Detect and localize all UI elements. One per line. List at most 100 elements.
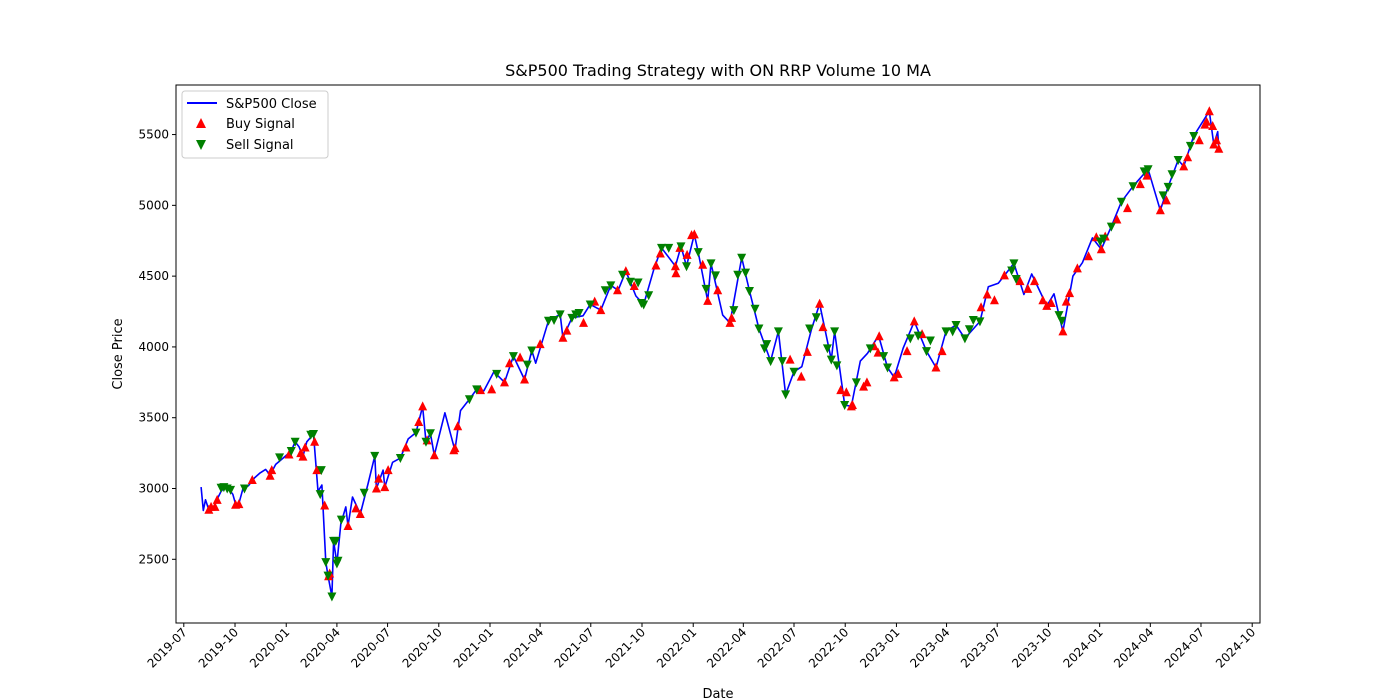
sell-signal-marker	[777, 357, 787, 367]
buy-signal-marker	[1038, 295, 1048, 305]
buy-signal-marker	[613, 285, 623, 295]
buy-signal-marker	[655, 248, 665, 258]
buy-signal-marker	[383, 465, 393, 475]
buy-signal-marker	[841, 387, 851, 397]
buy-signal-marker	[1194, 135, 1204, 145]
buy-signal-marker	[937, 346, 947, 356]
buy-signal-marker	[689, 229, 699, 239]
sell-signal-marker	[567, 313, 577, 323]
sell-signal-marker	[975, 317, 985, 327]
sell-signal-marker	[1116, 197, 1126, 207]
buy-signal-marker	[651, 260, 661, 270]
y-tick-label: 4000	[138, 340, 169, 354]
buy-signal-marker	[727, 312, 737, 322]
buy-signal-marker	[284, 449, 294, 459]
buy-signal-marker	[874, 331, 884, 341]
sell-signal-marker	[883, 363, 893, 373]
sell-signal-marker	[706, 259, 716, 269]
x-tick-label: 2023-07	[958, 625, 1003, 670]
sell-signal-marker	[733, 270, 743, 280]
sell-signal-marker	[286, 446, 296, 456]
buy-signal-marker	[1023, 283, 1033, 293]
sell-signal-marker	[701, 284, 711, 294]
legend-buy-swatch	[196, 118, 206, 128]
sell-signal-marker	[781, 390, 791, 400]
legend-box	[181, 90, 329, 159]
buy-signal-marker	[265, 470, 275, 480]
buy-signal-marker	[343, 521, 353, 531]
sell-signal-marker	[941, 327, 951, 337]
sell-signal-marker	[744, 286, 754, 296]
x-tick-label: 2021-07	[552, 625, 597, 670]
buy-signal-marker	[596, 305, 606, 315]
sell-signal-marker	[925, 336, 935, 346]
buy-signal-marker	[374, 473, 384, 483]
sell-signal-marker	[1173, 156, 1183, 166]
buy-signal-marker	[1214, 143, 1224, 153]
sell-signal-marker	[425, 429, 435, 439]
buy-signal-marker	[725, 317, 735, 327]
buy-signal-marker	[579, 317, 589, 327]
x-tick-label: 2020-07	[348, 625, 393, 670]
buy-signal-marker	[535, 339, 545, 349]
sell-signal-marker	[464, 395, 474, 405]
buy-signal-marker	[504, 358, 514, 368]
buy-signal-marker	[982, 289, 992, 299]
buy-signal-marker	[1030, 276, 1040, 286]
sell-signal-marker	[840, 400, 850, 410]
x-axis-label: Date	[702, 687, 733, 700]
sell-signal-marker	[811, 313, 821, 323]
x-tick-label: 2022-07	[755, 625, 800, 670]
buy-signal-marker	[371, 483, 381, 493]
legend-label-close: S&P500 Close	[226, 97, 317, 112]
x-axis: 2019-07 2019-10 2020-01 2020-04 2020-07 2020-…	[145, 623, 1258, 671]
sell-signal-marker	[1106, 222, 1116, 232]
buy-signal-marker	[1015, 276, 1025, 286]
sell-signal-marker	[773, 327, 783, 337]
sell-signal-marker	[411, 428, 421, 438]
sell-signal-marker	[585, 300, 595, 310]
buy-signal-marker	[355, 508, 365, 518]
buy-signal-marker	[1208, 121, 1218, 131]
sell-signal-marker	[664, 243, 674, 253]
sell-signal-marker	[574, 308, 584, 318]
x-tick-label: 2020-01	[247, 625, 292, 670]
sell-signal-marker	[316, 466, 326, 476]
buy-signal-marker	[515, 352, 525, 362]
buy-signal-marker	[212, 494, 222, 504]
sell-signal-marker	[826, 355, 836, 365]
sell-signal-marker	[315, 490, 325, 500]
buy-signal-marker	[414, 416, 424, 426]
sell-signal-marker	[737, 253, 747, 263]
legend-label-sell: Sell Signal	[226, 138, 294, 153]
buy-signal-marker	[976, 302, 986, 312]
sell-signal-marker	[275, 453, 285, 463]
sell-signal-marker	[1054, 311, 1064, 321]
buy-signal-marker	[931, 362, 941, 372]
sell-signal-marker	[555, 310, 565, 320]
sell-signal-marker	[805, 324, 815, 334]
sell-signal-marker	[549, 316, 559, 326]
buy-signal-marker	[320, 500, 330, 510]
x-tick-label: 2021-01	[451, 625, 496, 670]
buy-signal-marker	[234, 499, 244, 509]
close-price-line	[200, 110, 1220, 598]
buy-signal-marker	[310, 436, 320, 446]
sell-signal-marker	[395, 454, 405, 464]
sell-signal-marker	[964, 325, 974, 335]
buy-signal-marker	[989, 295, 999, 305]
y-tick-label: 3000	[138, 482, 169, 496]
sell-signal-marker	[1185, 141, 1195, 151]
buy-signal-marker	[453, 421, 463, 431]
buy-signal-marker	[380, 482, 390, 492]
sell-signal-marker	[1128, 182, 1138, 192]
buy-signal-marker	[1204, 106, 1214, 116]
sell-signal-markers	[216, 131, 1199, 602]
sell-signal-marker	[336, 515, 346, 525]
buy-signal-marker	[670, 261, 680, 271]
sell-signal-marker	[951, 320, 961, 330]
sell-signal-marker	[729, 306, 739, 316]
buy-signal-marker	[418, 401, 428, 411]
buy-signal-marker	[487, 384, 497, 394]
chart-title: S&P500 Trading Strategy with ON RRP Volu…	[505, 61, 931, 80]
